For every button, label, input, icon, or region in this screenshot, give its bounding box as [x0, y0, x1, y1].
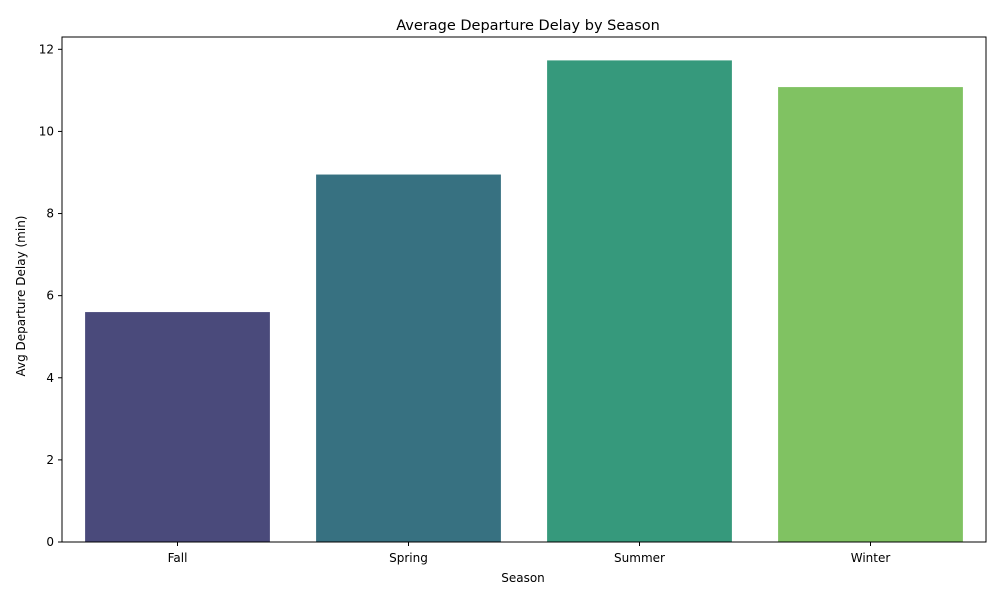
y-tick-label: 0 — [46, 535, 54, 549]
x-axis-label: Season — [501, 571, 545, 585]
y-tick-label: 10 — [39, 124, 54, 138]
plot-frame — [61, 36, 987, 543]
y-tick-label: 4 — [46, 371, 54, 385]
bar-fall — [85, 312, 270, 542]
y-tick-label: 2 — [46, 453, 54, 467]
x-tick-label: Spring — [389, 551, 428, 565]
y-axis-label: Avg Departure Delay (min) — [14, 216, 28, 377]
y-axis: 0 2 4 6 8 10 12 — [39, 42, 62, 549]
x-tick-label: Fall — [168, 551, 188, 565]
x-tick-label: Summer — [614, 551, 665, 565]
x-tick-label: Winter — [851, 551, 891, 565]
bar-winter — [778, 87, 963, 543]
x-axis: Fall Spring Summer Winter — [168, 542, 891, 565]
y-tick-label: 6 — [46, 289, 54, 303]
bar-summer — [547, 60, 732, 543]
bar-spring — [316, 174, 501, 542]
y-tick-label: 12 — [39, 42, 54, 56]
chart-title: Average Departure Delay by Season — [396, 18, 660, 34]
bars-group — [85, 60, 963, 543]
y-tick-label: 8 — [46, 207, 54, 221]
